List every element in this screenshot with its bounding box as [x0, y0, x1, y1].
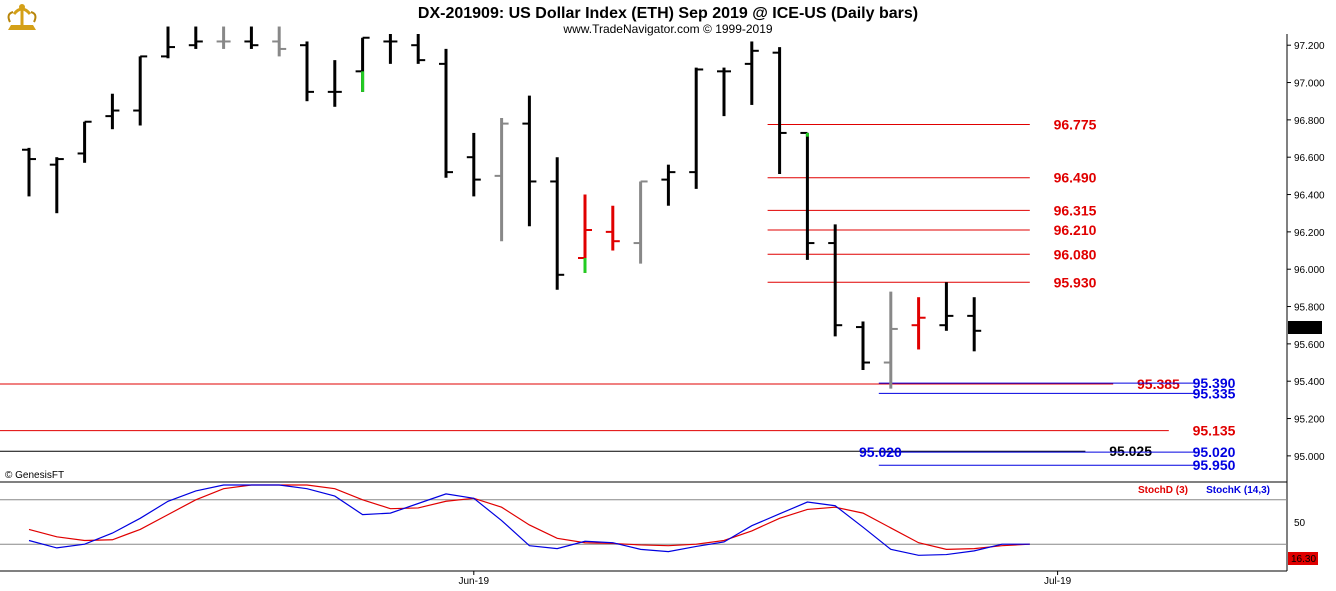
legend-stochk: StochK (14,3) [1206, 485, 1270, 496]
last-price-label: 95.665 [1290, 323, 1321, 334]
ohlc-bar [383, 34, 398, 64]
stochastic-panel: 50 [0, 484, 1306, 556]
legend-stochd: StochD (3) [1138, 485, 1188, 496]
ohlc-bar [772, 47, 787, 174]
price-level-label: 96.775 [1054, 117, 1097, 133]
ohlc-bar [327, 60, 342, 107]
price-level-label: 95.025 [1109, 443, 1152, 459]
ohlc-bar [605, 205, 620, 251]
ohlc-bar [133, 55, 148, 126]
ohlc-bar [161, 26, 175, 59]
price-level-label: 95.390 [1193, 375, 1236, 391]
y-tick-label: 96.400 [1294, 191, 1325, 202]
chart-title: DX-201909: US Dollar Index (ETH) Sep 201… [418, 5, 918, 22]
ohlc-bar [717, 67, 731, 117]
ohlc-bar [77, 120, 92, 163]
ohlc-bar [22, 147, 36, 197]
date-x-axis: Jun-19 Jul-19 [459, 571, 1072, 587]
trade-navigator-logo-icon [7, 4, 37, 30]
stoch-series-line [28, 484, 1030, 556]
chart-subtitle: www.TradeNavigator.com © 1999-2019 [562, 22, 772, 36]
ohlc-bar [661, 164, 676, 206]
price-y-axis: 95.000 95.200 95.400 95.600 95.800 96.000 96.2… [1287, 41, 1325, 463]
ohlc-bars [22, 26, 982, 389]
price-level-label: 96.210 [1054, 222, 1097, 238]
y-tick-label: 97.000 [1294, 79, 1325, 90]
ohlc-bar [216, 26, 231, 49]
stoch-series-line [28, 484, 1030, 550]
ohlc-bar [967, 297, 982, 352]
ohlc-bar [744, 41, 759, 105]
y-tick-label: 95.000 [1294, 452, 1325, 463]
ohlc-bar [911, 297, 926, 350]
ohlc-bar [689, 67, 704, 189]
price-levels: 96.775 96.490 96.315 96.210 96.080 95.930 95.3… [0, 117, 1236, 473]
ohlc-bar [883, 291, 898, 389]
ohlc-bar [939, 282, 954, 331]
ohlc-bar [494, 118, 509, 242]
ohlc-bar [439, 48, 453, 178]
x-tick-label: Jun-19 [459, 576, 490, 587]
price-level-label: 95.135 [1193, 423, 1236, 439]
ohlc-bar [633, 180, 648, 264]
y-tick-label: 96.200 [1294, 228, 1325, 239]
price-level-label: 95.950 [1193, 457, 1236, 473]
ohlc-bar [466, 132, 481, 197]
copyright-label: © GenesisFT [5, 470, 64, 481]
y-tick-label: 96.800 [1294, 116, 1325, 127]
price-level-label: 96.490 [1054, 170, 1097, 186]
ohlc-bar [300, 41, 314, 102]
price-level-label: 95.335 [1193, 385, 1236, 401]
ohlc-bar [411, 34, 426, 64]
price-level-label: 95.930 [1054, 274, 1097, 290]
price-level-label: 95.020 [1193, 444, 1236, 460]
stoch-last-badge [1288, 552, 1318, 565]
price-level-label: 96.080 [1054, 246, 1097, 262]
last-price-badge [1288, 321, 1322, 334]
y-tick-label: 95.800 [1294, 303, 1325, 314]
y-tick-label: 96.000 [1294, 265, 1325, 276]
stoch-y-tick-label: 50 [1294, 518, 1306, 529]
ohlc-bar [244, 26, 259, 49]
price-level-label: 96.315 [1054, 202, 1097, 218]
ohlc-bar [49, 157, 64, 214]
y-tick-label: 95.200 [1294, 415, 1325, 426]
x-tick-label: Jul-19 [1044, 576, 1072, 587]
y-tick-label: 97.200 [1294, 41, 1325, 52]
price-level-label: 95.020 [859, 444, 902, 460]
y-tick-label: 96.600 [1294, 153, 1325, 164]
ohlc-bar [550, 157, 565, 290]
ohlc-bar [188, 26, 203, 49]
stoch-last-label: 16.30 [1291, 554, 1316, 565]
ohlc-bar [522, 95, 537, 227]
price-level-label: 95.385 [1137, 376, 1180, 392]
y-tick-label: 95.400 [1294, 377, 1325, 388]
y-tick-label: 95.600 [1294, 340, 1325, 351]
ohlc-bar [105, 93, 120, 130]
ohlc-bar [272, 26, 287, 57]
ohlc-bar [856, 321, 870, 370]
ohlc-bar [828, 224, 843, 337]
